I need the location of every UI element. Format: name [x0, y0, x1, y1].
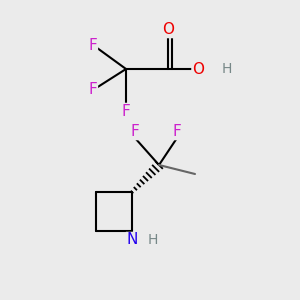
- Text: F: F: [172, 124, 182, 140]
- Text: N: N: [126, 232, 138, 247]
- Text: F: F: [88, 82, 98, 98]
- Text: O: O: [192, 61, 204, 76]
- Text: H: H: [148, 233, 158, 247]
- Text: F: F: [88, 38, 98, 52]
- Text: H: H: [221, 62, 232, 76]
- Text: O: O: [162, 22, 174, 38]
- Text: F: F: [130, 124, 140, 140]
- Text: F: F: [122, 103, 130, 118]
